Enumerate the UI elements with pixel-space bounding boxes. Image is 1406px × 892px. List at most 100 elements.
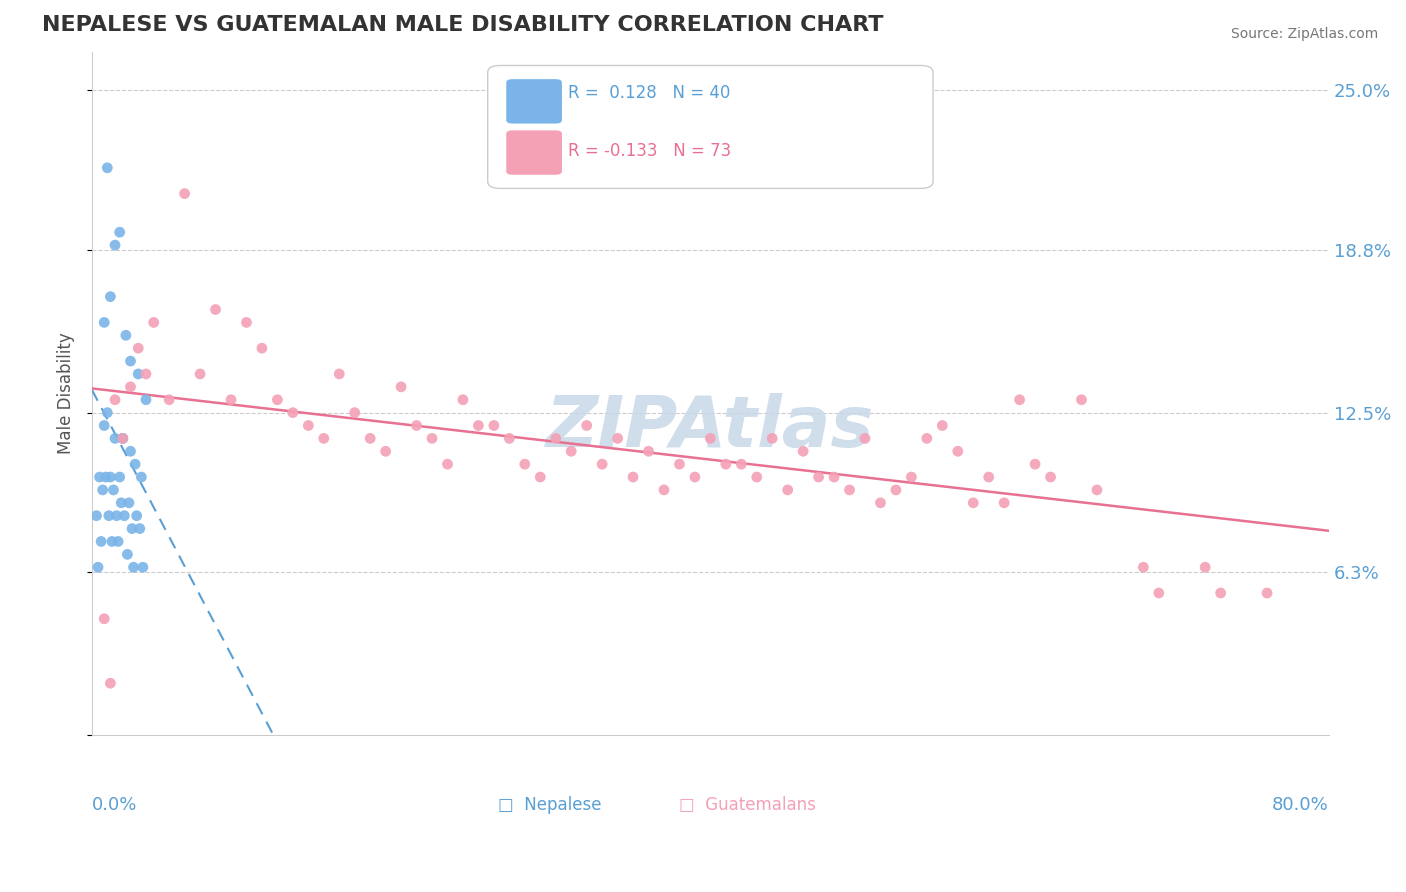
Text: □  Guatemalans: □ Guatemalans (679, 797, 815, 814)
Point (652, 483, 675, 497)
Point (683, 470, 706, 484)
Point (97, 508, 120, 523)
Text: ZIPAtlas: ZIPAtlas (546, 393, 875, 462)
Point (374, 444, 396, 458)
Point (111, 431, 134, 445)
Point (266, 392, 288, 407)
Point (853, 431, 876, 445)
Text: R =  0.128   N = 40: R = 0.128 N = 40 (568, 84, 731, 102)
Point (591, 457, 613, 471)
Point (699, 431, 721, 445)
Point (281, 406, 304, 420)
Point (297, 418, 319, 433)
Point (869, 496, 891, 510)
Point (1209, 586, 1232, 600)
Point (884, 483, 907, 497)
Point (513, 457, 536, 471)
Point (127, 367, 149, 381)
Point (420, 431, 443, 445)
Point (120, 354, 142, 368)
Point (142, 315, 165, 329)
Point (100, 470, 122, 484)
Point (900, 470, 922, 484)
Point (101, 534, 124, 549)
Text: 0.0%: 0.0% (91, 797, 138, 814)
Point (529, 470, 551, 484)
Point (105, 508, 128, 523)
Point (110, 496, 132, 510)
FancyBboxPatch shape (488, 65, 934, 188)
Point (93, 418, 115, 433)
Point (560, 444, 582, 458)
Point (115, 328, 138, 343)
Point (219, 392, 242, 407)
Point (1132, 560, 1154, 574)
FancyBboxPatch shape (506, 79, 562, 123)
Point (118, 496, 141, 510)
Point (90, 534, 112, 549)
Point (204, 302, 226, 317)
FancyBboxPatch shape (506, 130, 562, 175)
Point (621, 470, 644, 484)
Point (1085, 483, 1108, 497)
Point (108, 470, 131, 484)
Point (111, 431, 134, 445)
Point (482, 418, 505, 433)
Point (544, 431, 567, 445)
Point (125, 508, 148, 523)
Point (117, 547, 139, 561)
Point (838, 483, 860, 497)
Point (405, 418, 427, 433)
Point (668, 457, 690, 471)
Y-axis label: Male Disability: Male Disability (58, 333, 75, 454)
Point (89, 470, 111, 484)
Point (124, 457, 146, 471)
Point (915, 431, 938, 445)
Point (93, 612, 115, 626)
Point (93, 315, 115, 329)
Point (111, 431, 134, 445)
Point (104, 431, 127, 445)
Point (104, 238, 127, 252)
Point (135, 392, 157, 407)
Point (312, 431, 335, 445)
Point (792, 444, 814, 458)
Point (108, 225, 131, 239)
Point (127, 341, 149, 355)
Point (946, 444, 969, 458)
Point (104, 392, 127, 407)
Point (823, 470, 845, 484)
Point (250, 341, 273, 355)
Point (714, 457, 737, 471)
Point (1070, 392, 1092, 407)
Point (120, 444, 142, 458)
Text: Source: ZipAtlas.com: Source: ZipAtlas.com (1230, 27, 1378, 41)
Point (1147, 586, 1170, 600)
Point (135, 367, 157, 381)
Point (131, 470, 153, 484)
Point (807, 470, 830, 484)
Point (776, 483, 799, 497)
Point (173, 186, 195, 201)
Point (1039, 470, 1062, 484)
Point (157, 392, 180, 407)
Point (1024, 457, 1046, 471)
Point (761, 431, 783, 445)
Point (575, 418, 598, 433)
Point (122, 560, 145, 574)
Point (132, 560, 155, 574)
Point (91, 483, 114, 497)
Point (103, 483, 125, 497)
Point (451, 392, 474, 407)
Point (100, 290, 122, 304)
Text: NEPALESE VS GUATEMALAN MALE DISABILITY CORRELATION CHART: NEPALESE VS GUATEMALAN MALE DISABILITY C… (42, 15, 884, 35)
Point (96, 406, 118, 420)
Point (128, 522, 150, 536)
Point (730, 457, 752, 471)
Point (188, 367, 211, 381)
Point (107, 534, 129, 549)
Point (637, 444, 659, 458)
Point (121, 522, 143, 536)
Point (467, 418, 489, 433)
Point (931, 418, 953, 433)
